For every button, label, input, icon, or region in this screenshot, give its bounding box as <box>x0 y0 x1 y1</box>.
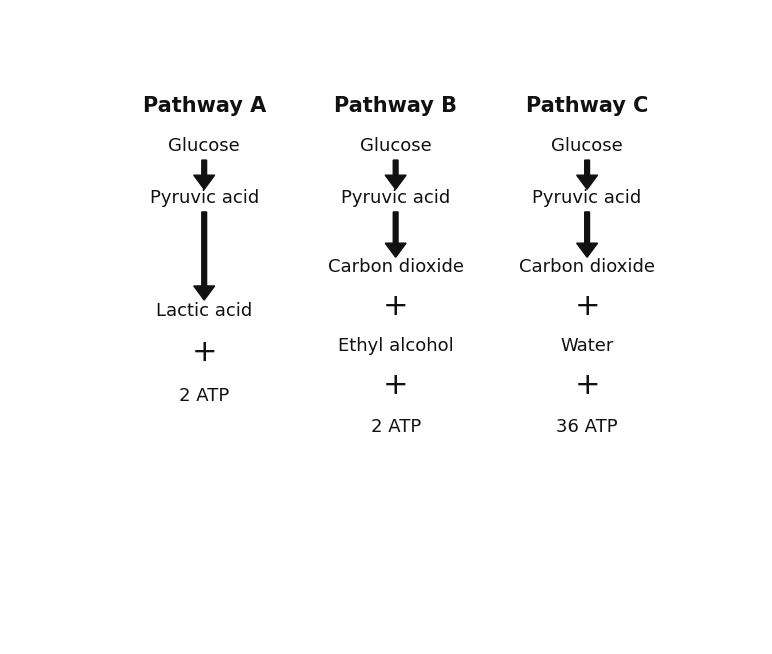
Text: +: + <box>574 292 600 320</box>
Text: Carbon dioxide: Carbon dioxide <box>327 258 464 277</box>
FancyArrow shape <box>194 160 215 189</box>
Text: Glucose: Glucose <box>551 137 623 156</box>
Text: Water: Water <box>560 337 614 355</box>
Text: 2 ATP: 2 ATP <box>179 387 229 405</box>
FancyArrow shape <box>577 160 598 189</box>
Text: +: + <box>383 371 408 400</box>
Text: +: + <box>574 371 600 400</box>
Text: Pyruvic acid: Pyruvic acid <box>150 189 259 207</box>
Text: Glucose: Glucose <box>360 137 432 156</box>
Text: Pyruvic acid: Pyruvic acid <box>533 189 642 207</box>
Text: +: + <box>383 292 408 320</box>
Text: +: + <box>191 338 217 368</box>
Text: 36 ATP: 36 ATP <box>557 418 618 436</box>
Text: Pyruvic acid: Pyruvic acid <box>341 189 450 207</box>
FancyArrow shape <box>385 160 406 189</box>
Text: Pathway A: Pathway A <box>143 96 266 116</box>
Text: Pathway B: Pathway B <box>334 96 457 116</box>
FancyArrow shape <box>577 212 598 257</box>
FancyArrow shape <box>385 212 406 257</box>
FancyArrow shape <box>194 212 215 300</box>
Text: 2 ATP: 2 ATP <box>371 418 421 436</box>
Text: Ethyl alcohol: Ethyl alcohol <box>338 337 453 355</box>
Text: Glucose: Glucose <box>168 137 240 156</box>
Text: Pathway C: Pathway C <box>526 96 648 116</box>
Text: Carbon dioxide: Carbon dioxide <box>519 258 655 277</box>
Text: Lactic acid: Lactic acid <box>156 302 252 320</box>
